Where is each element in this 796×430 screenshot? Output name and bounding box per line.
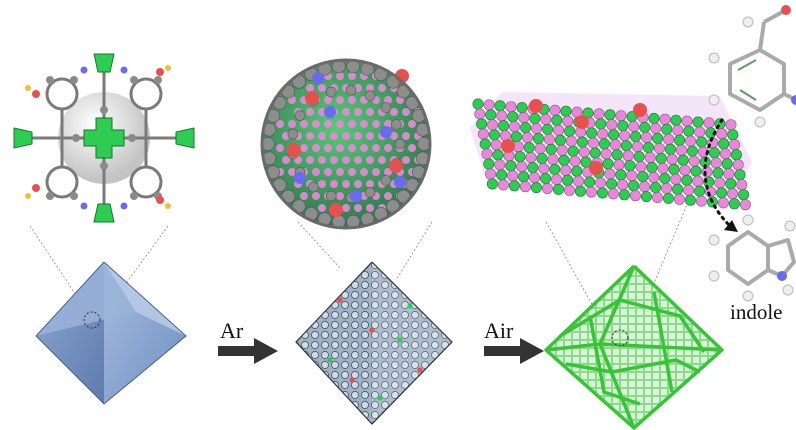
layered-sheet-model (470, 92, 752, 211)
indole-molecule (708, 214, 796, 302)
projection-lines-2 (297, 221, 433, 281)
cage-structure-model (260, 58, 432, 230)
octahedron-crystal (35, 261, 187, 405)
mof-cluster-model (13, 53, 195, 223)
step-label-ar: Ar (220, 318, 244, 343)
hollow-octahedron-frame (544, 264, 724, 430)
process-arrow (218, 338, 278, 364)
process-arrow (484, 338, 544, 364)
conversion-arrow (703, 118, 738, 232)
nitro-aldehyde-molecule (708, 5, 796, 128)
step-label-air: Air (484, 318, 514, 343)
octahedron-with-nodes (295, 261, 453, 425)
product-label-indole: indole (730, 300, 783, 324)
